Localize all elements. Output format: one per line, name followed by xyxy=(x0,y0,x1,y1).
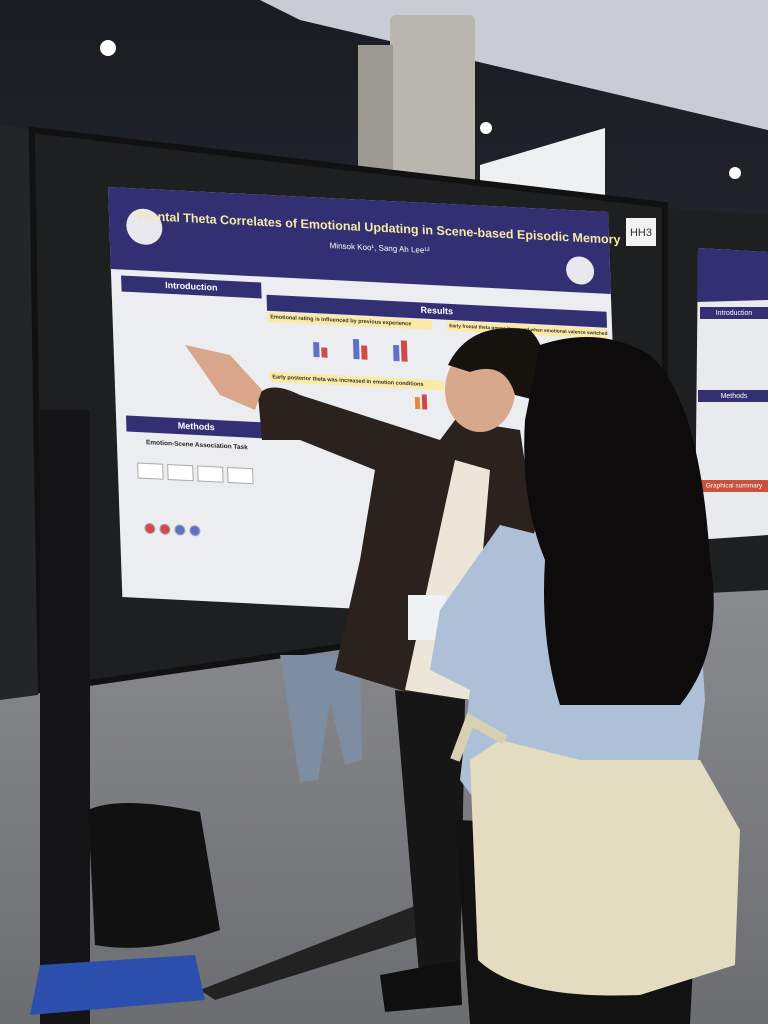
board-leg xyxy=(40,410,90,1024)
banner xyxy=(480,128,605,200)
section-bar xyxy=(700,307,768,319)
light xyxy=(729,167,741,179)
bag-strap xyxy=(450,712,508,762)
pillar xyxy=(390,15,475,185)
side-poster-header xyxy=(697,248,768,302)
man-hand xyxy=(185,345,262,410)
section-header: Introduction xyxy=(165,280,218,293)
logo xyxy=(566,256,595,285)
section-bar xyxy=(121,275,262,299)
person-legs xyxy=(280,655,362,782)
logo xyxy=(126,208,163,245)
poster-tube xyxy=(200,900,440,1000)
man-shoe xyxy=(380,960,462,1012)
poster: Frontal Theta Correlates of Emotional Up… xyxy=(108,187,623,623)
pillar xyxy=(358,45,393,175)
floor-item xyxy=(30,955,205,1015)
section-bar xyxy=(125,415,267,439)
poster-board-left xyxy=(0,125,38,700)
light xyxy=(480,122,492,134)
woman-hair xyxy=(524,337,714,705)
method-figures xyxy=(137,462,254,537)
section-bar xyxy=(266,294,608,328)
woman-bag xyxy=(470,740,740,996)
section-bar xyxy=(698,390,768,402)
poster-header xyxy=(108,187,611,295)
man-hair xyxy=(448,328,544,400)
section-header: Methods xyxy=(721,393,748,400)
section-header: Methods xyxy=(178,420,215,432)
section-header: Graphical summary xyxy=(706,483,763,490)
finding-band xyxy=(267,311,433,331)
light xyxy=(100,40,116,56)
board-label: HH3 xyxy=(630,227,652,239)
section-bar xyxy=(696,480,768,492)
section-header: Results xyxy=(420,305,453,317)
bag xyxy=(88,802,220,948)
finding-band xyxy=(269,371,445,391)
bar-figures xyxy=(313,339,428,410)
man-legs xyxy=(395,690,465,985)
board-label-card xyxy=(626,218,656,246)
section-header: Introduction xyxy=(716,310,753,317)
ceiling-panel xyxy=(260,0,768,130)
